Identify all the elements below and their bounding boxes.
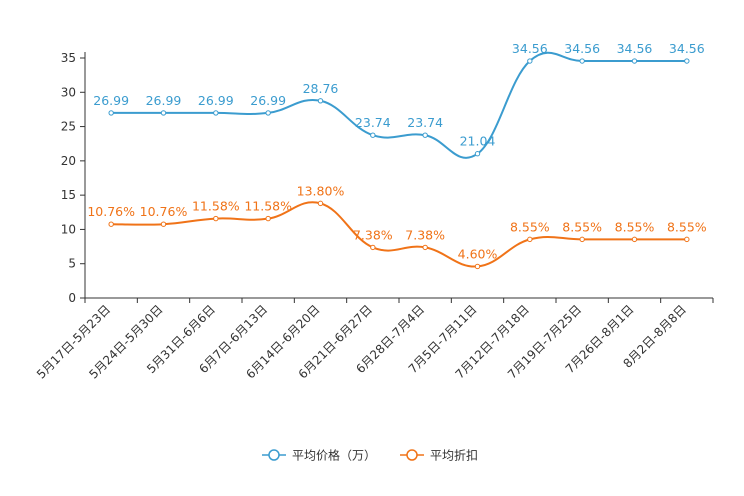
axes: 051015202530355月17日-5月23日5月24日-5月30日5月31…	[34, 51, 714, 382]
data-label: 7.38%	[353, 227, 393, 242]
y-tick-label: 15	[61, 188, 76, 202]
data-label: 34.56	[512, 41, 548, 56]
data-label: 8.55%	[667, 219, 707, 234]
data-label: 26.99	[198, 93, 234, 108]
data-point	[317, 200, 324, 207]
legend[interactable]: 平均价格（万） 平均折扣	[262, 448, 478, 463]
data-point	[265, 110, 271, 116]
series-lines	[108, 51, 690, 270]
data-label: 10.76%	[140, 204, 188, 219]
data-point	[265, 215, 271, 222]
data-point	[108, 110, 114, 116]
data-point	[213, 110, 219, 116]
data-point	[631, 58, 638, 64]
y-tick-label: 10	[61, 222, 76, 236]
data-label: 13.80%	[297, 183, 345, 198]
legend-marker-icon	[268, 449, 280, 461]
data-label: 4.60%	[458, 246, 498, 261]
data-label: 10.76%	[87, 204, 135, 219]
y-tick-label: 20	[61, 154, 76, 168]
data-label: 11.58%	[192, 199, 240, 214]
data-label: 34.56	[617, 41, 653, 56]
legend-label: 平均折扣	[430, 448, 478, 463]
data-point	[579, 58, 585, 64]
legend-item-2[interactable]: 平均折扣	[400, 448, 478, 463]
data-point	[527, 58, 533, 64]
data-label: 7.38%	[405, 227, 445, 242]
data-label: 26.99	[146, 93, 182, 108]
data-label: 28.76	[303, 81, 339, 96]
legend-item-1[interactable]: 平均价格（万）	[262, 448, 376, 463]
data-point	[160, 110, 167, 116]
data-label: 34.56	[564, 41, 600, 56]
data-label: 34.56	[669, 41, 705, 56]
data-point	[527, 236, 533, 243]
data-point	[317, 98, 324, 104]
data-label: 21.04	[460, 134, 496, 149]
y-tick-label: 0	[68, 291, 76, 305]
data-label: 8.55%	[510, 219, 550, 234]
data-label: 23.74	[355, 115, 391, 130]
data-label: 8.55%	[615, 219, 655, 234]
data-labels: 26.99 26.99 26.99 26.99 28.76 23.74 23.74 21.04…	[87, 41, 706, 261]
data-label: 23.74	[407, 115, 443, 130]
data-label: 26.99	[250, 93, 286, 108]
data-label: 8.55%	[562, 219, 602, 234]
y-tick-label: 35	[61, 51, 76, 65]
y-tick-label: 5	[68, 257, 76, 271]
data-point	[684, 58, 690, 64]
data-point	[108, 221, 114, 227]
data-point	[474, 263, 481, 270]
data-point	[370, 132, 376, 138]
data-point	[160, 221, 167, 227]
data-point	[422, 244, 428, 251]
data-point	[213, 215, 219, 222]
data-point	[684, 236, 690, 243]
data-label: 26.99	[93, 93, 129, 108]
data-point	[370, 244, 376, 251]
data-point	[579, 236, 585, 243]
legend-label: 平均价格（万）	[292, 448, 376, 463]
data-point	[631, 236, 638, 243]
y-tick-label: 25	[61, 120, 76, 134]
y-tick-label: 30	[61, 85, 76, 99]
data-point	[422, 132, 428, 138]
data-label: 11.58%	[244, 199, 292, 214]
legend-marker-icon	[406, 449, 418, 461]
data-point	[474, 151, 481, 157]
